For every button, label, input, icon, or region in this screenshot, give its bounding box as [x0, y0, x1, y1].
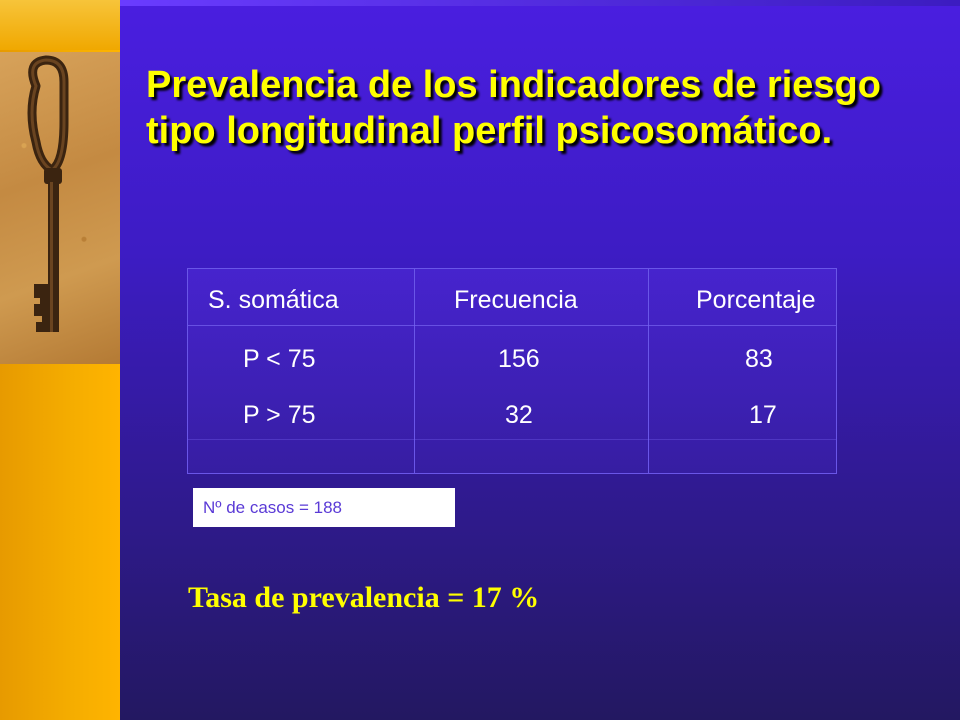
column-divider: [648, 269, 649, 473]
table-cell: P < 75: [243, 345, 316, 373]
table-cell: 156: [498, 345, 540, 373]
top-strip: [120, 0, 960, 6]
prevalence-rate: Tasa de prevalencia = 17 %: [188, 581, 540, 614]
table-cell: 32: [505, 401, 533, 429]
column-divider: [414, 269, 415, 473]
header-porcentaje: Porcentaje: [696, 286, 816, 314]
cases-count-note: Nº de casos = 188: [193, 488, 455, 527]
data-table: S. somática Frecuencia Porcentaje P < 75…: [187, 268, 837, 474]
table-cell: 17: [749, 401, 777, 429]
key-image: [0, 52, 120, 364]
left-accent-top: [0, 0, 120, 50]
header-frecuencia: Frecuencia: [454, 286, 578, 314]
header-s-somatica: S. somática: [208, 286, 339, 314]
key-icon: [27, 55, 69, 332]
row-divider: [188, 439, 836, 440]
table-cell: P > 75: [243, 401, 316, 429]
slide-title: Prevalencia de los indicadores de riesgo…: [146, 64, 881, 152]
row-divider: [188, 325, 836, 326]
table-cell: 83: [745, 345, 773, 373]
